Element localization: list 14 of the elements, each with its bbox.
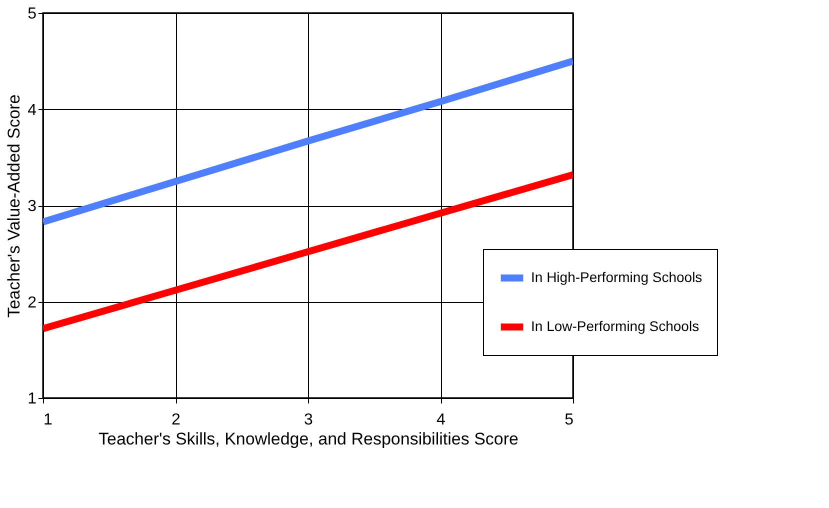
y-tick-label: 2 bbox=[28, 294, 37, 312]
x-tick-label: 4 bbox=[436, 412, 446, 428]
y-tick-label: 4 bbox=[28, 102, 37, 119]
x-tick-label: 5 bbox=[564, 412, 574, 428]
y-axis-title: Teacher's Value-Added Score bbox=[4, 94, 24, 318]
legend-label: In High-Performing Schools bbox=[531, 269, 702, 285]
legend-label: In Low-Performing Schools bbox=[531, 318, 700, 334]
x-tick-label: 1 bbox=[44, 412, 52, 428]
y-tick-label: 1 bbox=[28, 390, 37, 408]
x-tick-label: 2 bbox=[172, 412, 181, 428]
x-axis-title: Teacher's Skills, Knowledge, and Responsibilities Score bbox=[98, 430, 518, 448]
x-tick-label: 3 bbox=[304, 412, 314, 428]
y-tick-label: 5 bbox=[28, 6, 37, 22]
y-tick-label: 3 bbox=[28, 198, 37, 215]
